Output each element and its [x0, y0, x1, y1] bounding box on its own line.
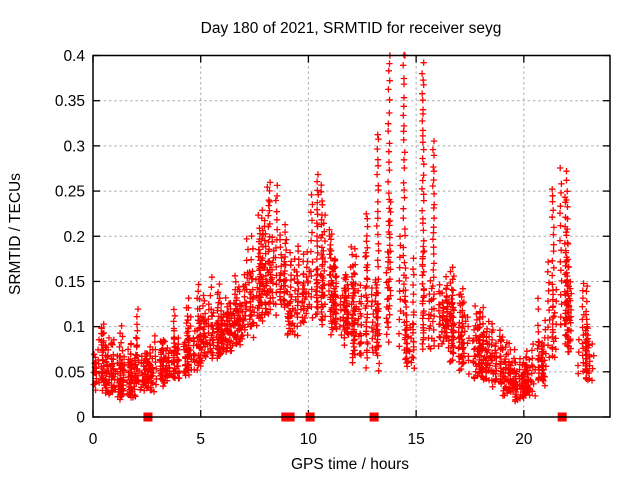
x-tick-label: 10 — [300, 431, 318, 448]
y-tick-label: 0.4 — [63, 48, 85, 65]
y-tick-label: 0 — [76, 410, 85, 427]
y-tick-label: 0.35 — [55, 93, 85, 110]
x-tick-labels: 0 5 10 15 20 — [89, 431, 533, 448]
x-tick-label: 0 — [89, 431, 98, 448]
y-axis-label: SRMTID / TECUs — [7, 173, 24, 295]
y-tick-label: 0.05 — [55, 364, 85, 381]
chart-title: Day 180 of 2021, SRMTID for receiver sey… — [201, 20, 502, 37]
x-tick-label: 5 — [196, 431, 205, 448]
x-tick-label: 15 — [408, 431, 425, 448]
y-tick-labels: 0 0.05 0.1 0.15 0.2 0.25 0.3 0.35 0.4 — [55, 48, 86, 427]
y-tick-label: 0.25 — [55, 184, 85, 201]
y-tick-label: 0.2 — [63, 229, 85, 246]
plot-border — [92, 54, 611, 418]
scatter-points — [90, 51, 597, 405]
x-axis-label: GPS time / hours — [291, 456, 409, 473]
y-tick-label: 0.1 — [63, 319, 85, 336]
y-tick-label: 0.15 — [55, 274, 85, 291]
chart-generated-layer: 0 5 10 15 20 0 0.05 0.1 0.15 0.2 0.25 0.3 0.35 0.4 — [55, 48, 611, 448]
y-tick-label: 0.3 — [63, 138, 85, 155]
x-tick-label: 20 — [515, 431, 533, 448]
